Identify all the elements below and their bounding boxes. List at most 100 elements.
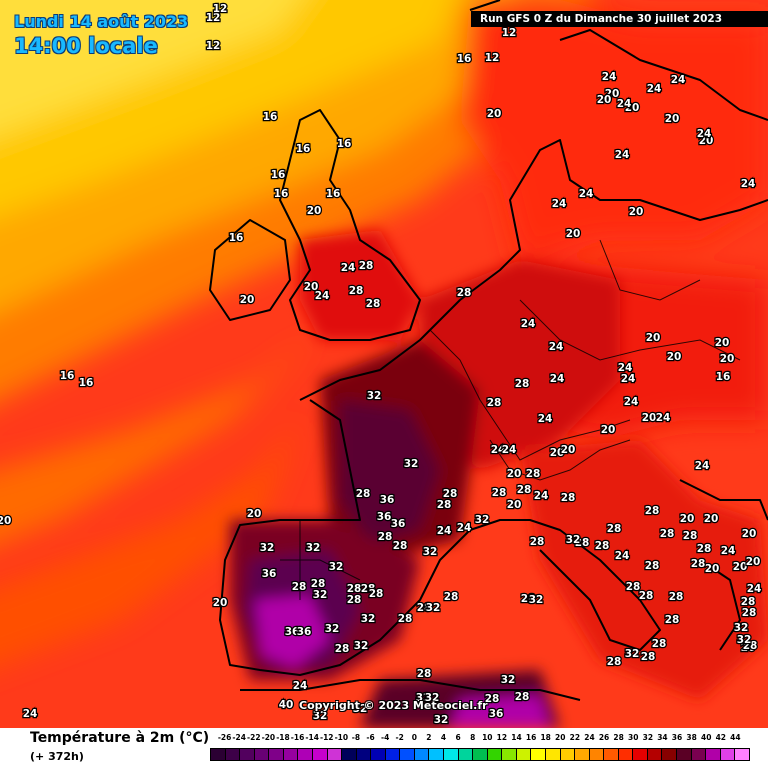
scale-color-step	[560, 749, 576, 760]
scale-tick-label: 30	[628, 733, 639, 742]
temperature-value-label: 24	[617, 98, 632, 110]
scale-tick-label: -14	[305, 733, 319, 742]
temperature-value-label: 32	[329, 561, 344, 573]
temperature-value-label: 20	[704, 513, 719, 525]
temperature-value-label: 20	[629, 206, 644, 218]
temperature-value-label: 28	[683, 530, 698, 542]
temperature-value-label: 20	[741, 642, 756, 654]
temperature-value-label: 12	[206, 12, 221, 24]
temperature-value-label: 16	[457, 53, 472, 65]
scale-tick-label: 4	[440, 733, 447, 742]
scale-color-step	[706, 749, 721, 760]
temperature-value-label: 24	[23, 708, 38, 720]
temperature-value-label: 36	[285, 626, 300, 638]
scale-color-step	[444, 749, 459, 760]
scale-color-step	[429, 749, 444, 760]
temperature-value-label: 24	[538, 413, 553, 425]
scale-color-step	[371, 749, 386, 760]
run-label: Run GFS 0 Z du Dimanche 30 juillet 2023	[471, 11, 768, 27]
scale-tick-label: 42	[715, 733, 727, 742]
temperature-value-label: 28	[457, 287, 472, 299]
scale-tick-label: 14	[511, 733, 522, 742]
scale-tick-label: 28	[613, 733, 624, 742]
temperature-value-label: 20	[720, 353, 735, 365]
temperature-value-label: 20	[667, 351, 682, 363]
temperature-value-label: 20	[642, 412, 657, 424]
coastlines	[209, 0, 768, 701]
scale-color-step	[720, 749, 736, 760]
temperature-value-label: 16	[271, 169, 286, 181]
temperature-value-label: 28	[437, 499, 452, 511]
scale-color-step	[356, 749, 372, 760]
scale-tick-label: 2	[426, 733, 432, 742]
temperature-value-label: 16	[263, 111, 278, 123]
scale-color-step	[473, 749, 488, 760]
scale-tick-label: -10	[334, 733, 349, 742]
scale-color-step	[516, 749, 532, 760]
temperature-value-label: 28	[359, 260, 374, 272]
temperature-value-label: 28	[607, 656, 622, 668]
temperature-value-label: 16	[716, 371, 731, 383]
temperature-value-label: 36	[489, 708, 504, 720]
temperature-value-label: 28	[515, 378, 530, 390]
forecast-time: 14:00 locale	[14, 34, 158, 58]
temperature-value-label: 32	[425, 692, 440, 704]
temperature-value-label: 28	[665, 614, 680, 626]
color-scale-bar	[210, 748, 750, 761]
temperature-value-label: 28	[639, 590, 654, 602]
temperature-value-label: 24	[747, 583, 762, 595]
temperature-value-label: 24	[293, 680, 308, 692]
temperature-value-label: 16	[296, 143, 311, 155]
scale-tick-label: 36	[671, 733, 683, 742]
temperature-value-label: 28	[521, 593, 536, 605]
temperature-value-label: 28	[492, 487, 507, 499]
scale-tick-label: 20	[555, 733, 566, 742]
temperature-value-label: 12	[502, 27, 517, 39]
scale-color-step	[618, 749, 634, 760]
temperature-value-label: 24	[550, 373, 565, 385]
scale-color-step	[342, 749, 357, 760]
temperature-value-label: 20	[742, 528, 757, 540]
temperature-value-label: 20	[0, 515, 11, 527]
scale-tick-label: -24	[232, 733, 246, 742]
temperature-value-label: 36	[262, 568, 277, 580]
scale-tick-label: 6	[455, 733, 461, 742]
scale-tick-label: 18	[540, 733, 551, 742]
temperature-value-label: 24	[695, 460, 710, 472]
scale-color-step	[414, 749, 430, 760]
scale-color-step	[662, 749, 677, 760]
temperature-value-label: 28	[292, 581, 307, 593]
scale-tick-label: 8	[470, 733, 476, 742]
scale-tick-label: -2	[395, 733, 404, 742]
temperature-value-label: 28	[669, 591, 684, 603]
temperature-value-label: 24	[341, 262, 356, 274]
temperature-value-label: 20	[566, 228, 581, 240]
scale-tick-label: 40	[700, 733, 712, 742]
temperature-value-label: 20	[665, 113, 680, 125]
temperature-value-label: 28	[645, 505, 660, 517]
scale-color-step	[531, 749, 546, 760]
temperature-value-label: 32	[625, 648, 640, 660]
temperature-value-label: 40	[279, 699, 294, 711]
scale-tick-label: -4	[380, 733, 390, 742]
temperature-value-label: 32	[566, 534, 581, 546]
temperature-value-label: 28	[369, 588, 384, 600]
temperature-value-label: 16	[274, 188, 289, 200]
legend-footer: Température à 2m (°C) (+ 372h) -26 -24 -22…	[0, 728, 768, 768]
temperature-value-label: 24	[741, 178, 756, 190]
temperature-value-label: 32	[306, 542, 321, 554]
forecast-date: Lundi 14 août 2023	[14, 12, 189, 31]
temperature-value-label: 28	[607, 523, 622, 535]
temperature-value-label: 36	[297, 626, 312, 638]
temperature-value-label: 28	[691, 558, 706, 570]
lead-time: (+ 372h)	[30, 750, 84, 763]
temperature-value-label: 28	[530, 536, 545, 548]
temperature-value-label: 20	[625, 102, 640, 114]
temperature-value-label: 28	[417, 602, 432, 614]
temperature-value-label: 24	[491, 444, 506, 456]
temperature-value-label: 28	[652, 638, 667, 650]
temperature-value-label: 28	[311, 578, 326, 590]
temperature-value-label: 20	[715, 337, 730, 349]
temperature-value-label: 24	[615, 149, 630, 161]
scale-tick-label: 16	[525, 733, 537, 742]
